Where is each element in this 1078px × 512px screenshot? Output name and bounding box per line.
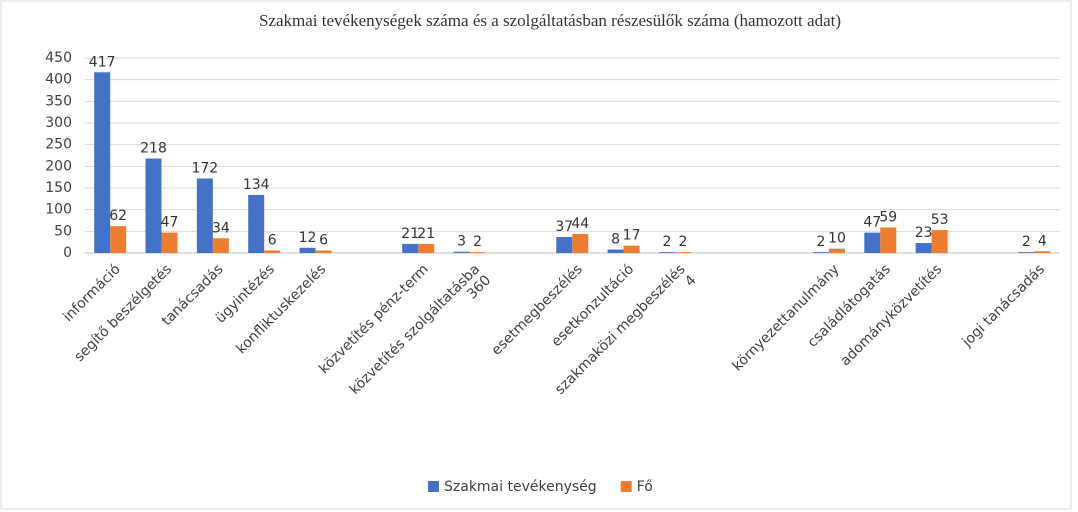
value-label: 62 — [109, 208, 127, 224]
value-label: 2 — [662, 234, 671, 250]
y-tick-label: 100 — [45, 202, 72, 218]
bar — [469, 252, 486, 253]
legend-swatch — [428, 481, 439, 492]
y-tick-label: 150 — [45, 180, 72, 196]
value-label: 10 — [828, 231, 846, 247]
bar — [212, 238, 229, 253]
y-tick-label: 50 — [54, 223, 72, 239]
y-tick-label: 350 — [45, 93, 72, 109]
bar — [880, 227, 897, 253]
bar — [1018, 252, 1035, 253]
bar — [110, 226, 127, 253]
bar — [607, 249, 624, 253]
legend-label: Szakmai tevékenység — [444, 479, 597, 495]
legend-swatch — [620, 481, 632, 492]
bar — [264, 250, 281, 253]
value-label: 37 — [555, 219, 573, 235]
value-label: 34 — [212, 220, 230, 236]
legend-label: Fő — [637, 479, 653, 495]
bar — [812, 252, 829, 253]
bar — [931, 230, 948, 253]
value-label: 218 — [140, 141, 167, 157]
value-label: 21 — [401, 226, 419, 242]
bar — [315, 250, 332, 253]
value-label: 4 — [1038, 233, 1047, 249]
y-tick-label: 300 — [45, 115, 72, 131]
value-label: 134 — [243, 177, 270, 193]
value-label: 6 — [319, 232, 328, 248]
value-label: 44 — [571, 216, 589, 232]
value-label: 53 — [931, 212, 949, 228]
bar — [556, 236, 573, 253]
y-tick-label: 0 — [63, 245, 72, 261]
bar — [94, 72, 111, 253]
bar — [674, 252, 691, 253]
bar — [658, 252, 675, 253]
bar — [864, 232, 881, 253]
bar — [453, 251, 470, 253]
value-label: 2 — [816, 234, 825, 250]
bar — [299, 247, 316, 253]
bar — [145, 158, 162, 253]
bar — [572, 233, 589, 253]
bar — [196, 178, 213, 253]
y-tick-label: 450 — [45, 50, 72, 66]
y-tick-label: 200 — [45, 158, 72, 174]
value-label: 2 — [1022, 234, 1031, 250]
bar — [828, 248, 845, 253]
value-label: 47 — [161, 215, 179, 231]
chart-title: Szakmai tevékenységek száma és a szolgál… — [259, 11, 841, 30]
value-label: 417 — [89, 54, 116, 70]
value-label: 8 — [611, 232, 620, 248]
y-tick-label: 250 — [45, 137, 72, 153]
value-label: 3 — [457, 234, 466, 250]
bar — [402, 243, 419, 253]
value-label: 2 — [678, 234, 687, 250]
y-tick-label: 400 — [45, 72, 72, 88]
value-label: 21 — [417, 226, 435, 242]
value-label: 23 — [915, 225, 933, 241]
value-label: 59 — [879, 209, 897, 225]
value-label: 172 — [191, 160, 218, 176]
bar — [418, 243, 435, 253]
bar — [1034, 251, 1051, 253]
bar — [161, 232, 178, 253]
value-label: 47 — [863, 215, 881, 231]
value-label: 17 — [623, 228, 641, 244]
bar — [623, 245, 640, 253]
value-label: 2 — [473, 234, 482, 250]
value-label: 12 — [299, 230, 317, 246]
value-label: 6 — [268, 232, 277, 248]
bar — [915, 243, 932, 253]
bar — [248, 194, 265, 253]
